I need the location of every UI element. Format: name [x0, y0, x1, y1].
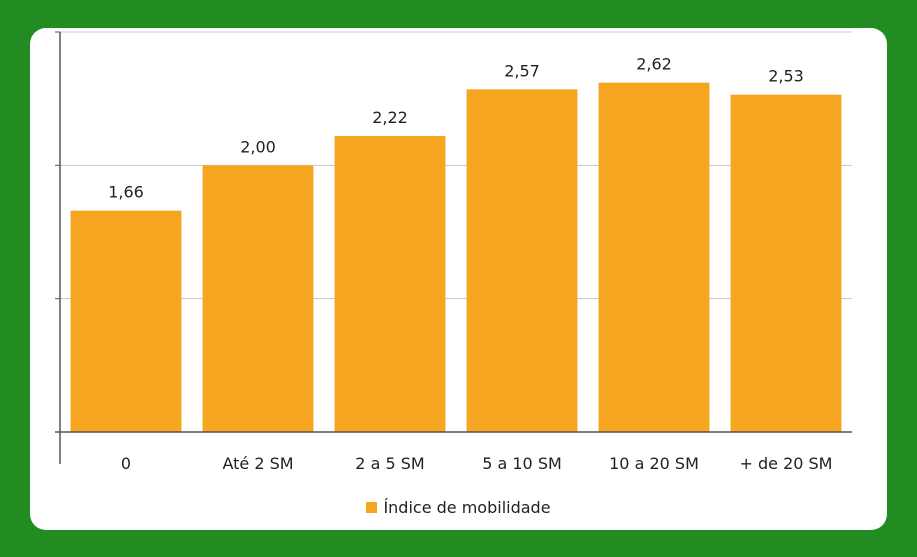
- x-tick-label-3: 5 a 10 SM: [482, 454, 562, 473]
- bar-5: [730, 94, 842, 433]
- bar-2: [334, 136, 446, 432]
- x-tick-label-4: 10 a 20 SM: [609, 454, 699, 473]
- data-label-5: 2,53: [768, 67, 804, 86]
- bar-4: [598, 82, 710, 432]
- bar-3: [466, 89, 578, 433]
- legend-swatch: [366, 502, 378, 513]
- x-tick-label-1: Até 2 SM: [222, 454, 293, 473]
- x-tick-label-5: + de 20 SM: [740, 454, 833, 473]
- data-label-3: 2,57: [504, 61, 540, 80]
- legend: Índice de mobilidade: [30, 498, 887, 517]
- data-label-2: 2,22: [372, 108, 408, 127]
- x-tick-label-2: 2 a 5 SM: [355, 454, 424, 473]
- chart-card: 1,66 0 2,00 Até 2 SM 2,22 2 a 5 SM 2,57 5 a 10 …: [30, 28, 887, 530]
- data-label-1: 2,00: [240, 137, 276, 156]
- data-label-0: 1,66: [108, 183, 144, 202]
- data-label-4: 2,62: [636, 55, 672, 74]
- bar-1: [202, 165, 314, 433]
- bar-0: [70, 210, 182, 432]
- x-tick-label-0: 0: [121, 454, 131, 473]
- legend-label: Índice de mobilidade: [383, 498, 551, 517]
- bar-chart: 1,66 0 2,00 Até 2 SM 2,22 2 a 5 SM 2,57 5 a 10 …: [55, 31, 852, 473]
